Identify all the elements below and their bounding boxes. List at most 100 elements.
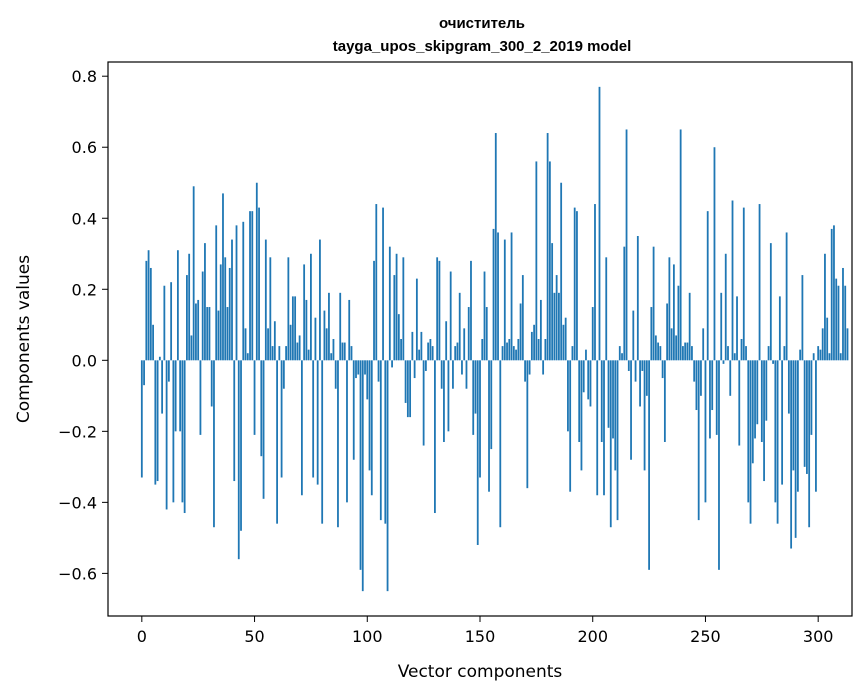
bar [672,264,675,361]
bar [476,360,479,545]
bar [736,296,738,361]
bar [844,285,847,361]
bar [510,232,513,361]
bar-series [140,86,849,592]
bar [803,360,806,467]
bar [208,307,211,361]
bar [639,360,641,407]
bar [429,339,432,361]
bar [415,278,418,361]
bar [787,360,790,414]
bar [224,257,227,361]
bar [747,360,750,503]
bar [379,360,382,521]
bar [163,285,166,361]
bar [792,360,795,471]
x-tick-label: 50 [244,627,264,646]
bar [765,360,768,421]
bar [763,360,765,482]
bar [483,271,486,361]
bar [688,292,691,361]
bar [835,278,838,361]
bar [267,328,269,361]
bar [558,292,560,361]
bar [499,360,502,528]
bar [375,204,378,361]
bar [438,260,441,361]
bar [555,275,558,361]
bar [492,228,495,361]
plot-frame [107,61,853,617]
bar [339,292,342,361]
bar [386,360,389,592]
bar [711,360,714,411]
bar [406,360,409,418]
bar [652,246,655,361]
bar [176,250,179,361]
bar [704,360,707,503]
bar [783,346,786,361]
bar [343,342,346,361]
bar [607,360,610,428]
bar [537,339,540,361]
bar [201,271,204,361]
bar [332,339,335,361]
bar [562,324,565,361]
bar [280,360,283,478]
bar [521,275,524,361]
bar [679,129,682,361]
bar [824,253,826,361]
bar [553,292,556,361]
bar [535,161,538,361]
bar [542,360,545,375]
bar [400,339,402,361]
bar [253,360,256,435]
chart-title: очиститель [439,15,525,32]
bar [172,360,175,503]
bar [634,360,637,382]
bar [161,360,164,414]
bar [465,360,468,389]
x-axis-label: Vector components [398,662,563,682]
bar [589,360,592,407]
bar [776,360,779,524]
bar [569,360,572,492]
bar [512,346,515,361]
bar [812,353,815,361]
x-tick-label: 250 [690,627,721,646]
bar [691,346,693,361]
y-axis-label: Components values [14,255,34,423]
bar [645,360,648,396]
bar [404,360,407,403]
bar [382,207,384,361]
bar [582,360,585,393]
bar [341,342,344,361]
bar [456,342,459,361]
bar [287,257,290,361]
bar [594,204,596,361]
bar [251,211,254,361]
bar [294,296,297,361]
bar [388,246,391,361]
bar [359,360,362,570]
bar [808,360,811,528]
bar [334,360,337,389]
x-tick-label: 200 [577,627,608,646]
bar [357,360,360,375]
bar [233,360,236,482]
bar [409,360,412,418]
bar [195,303,197,361]
bar [368,360,371,471]
bar [474,360,477,414]
bar [167,360,170,382]
bar [643,360,646,471]
bar [305,299,308,361]
bar [826,317,829,361]
bar [312,360,315,478]
bar [170,282,173,361]
bar [778,296,781,361]
bar [528,360,531,375]
bar [769,243,772,361]
bar [413,360,416,379]
